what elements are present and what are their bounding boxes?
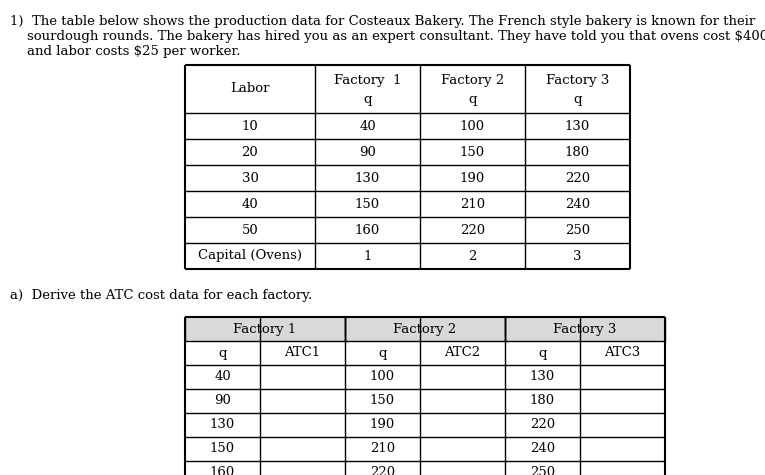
Text: 130: 130 [210,418,235,431]
Text: 50: 50 [242,224,259,237]
Text: sourdough rounds. The bakery has hired you as an expert consultant. They have to: sourdough rounds. The bakery has hired y… [10,30,765,43]
Bar [505,317,665,341]
Text: 250: 250 [565,224,590,237]
Text: Factory 2: Factory 2 [441,74,504,87]
Text: q: q [378,346,387,360]
Text: 40: 40 [214,370,231,383]
Text: 220: 220 [370,466,395,475]
Text: Factory 2: Factory 2 [393,323,457,335]
Text: and labor costs $25 per worker.: and labor costs $25 per worker. [10,45,240,58]
Text: q: q [218,346,226,360]
Text: 90: 90 [214,395,231,408]
Text: 100: 100 [460,120,485,133]
Text: 1: 1 [363,249,372,263]
Text: 40: 40 [242,198,259,210]
Text: q: q [539,346,547,360]
Text: 210: 210 [460,198,485,210]
Text: 10: 10 [242,120,259,133]
Text: 150: 150 [460,145,485,159]
Text: ATC3: ATC3 [604,346,640,360]
Text: 220: 220 [530,418,555,431]
Text: Factory  1: Factory 1 [334,74,402,87]
Text: 240: 240 [565,198,590,210]
Text: q: q [363,93,372,106]
Text: Labor: Labor [230,83,270,95]
Text: 160: 160 [210,466,235,475]
Text: 190: 190 [369,418,396,431]
Text: 30: 30 [242,171,259,184]
Text: 210: 210 [370,443,395,456]
Text: q: q [573,93,581,106]
Text: Factory 3: Factory 3 [553,323,617,335]
Text: 150: 150 [210,443,235,456]
Text: 240: 240 [530,443,555,456]
Text: 130: 130 [565,120,590,133]
Text: ATC2: ATC2 [444,346,480,360]
Bar [185,317,345,341]
Text: 150: 150 [355,198,380,210]
Text: ATC1: ATC1 [285,346,321,360]
Text: 2: 2 [468,249,477,263]
Text: 100: 100 [370,370,395,383]
Bar [345,317,505,341]
Text: 1)  The table below shows the production data for Costeaux Bakery. The French st: 1) The table below shows the production … [10,15,755,28]
Text: 180: 180 [565,145,590,159]
Text: a)  Derive the ATC cost data for each factory.: a) Derive the ATC cost data for each fac… [10,289,312,302]
Text: 90: 90 [359,145,376,159]
Text: 180: 180 [530,395,555,408]
Text: 250: 250 [530,466,555,475]
Text: 3: 3 [573,249,581,263]
Text: 150: 150 [370,395,395,408]
Text: Factory 3: Factory 3 [545,74,609,87]
Text: Capital (Ovens): Capital (Ovens) [198,249,302,263]
Text: q: q [468,93,477,106]
Text: Factory 1: Factory 1 [233,323,297,335]
Text: 20: 20 [242,145,259,159]
Text: 220: 220 [460,224,485,237]
Text: 190: 190 [460,171,485,184]
Text: 130: 130 [355,171,380,184]
Text: 40: 40 [359,120,376,133]
Text: 130: 130 [530,370,555,383]
Text: 160: 160 [355,224,380,237]
Text: 220: 220 [565,171,590,184]
